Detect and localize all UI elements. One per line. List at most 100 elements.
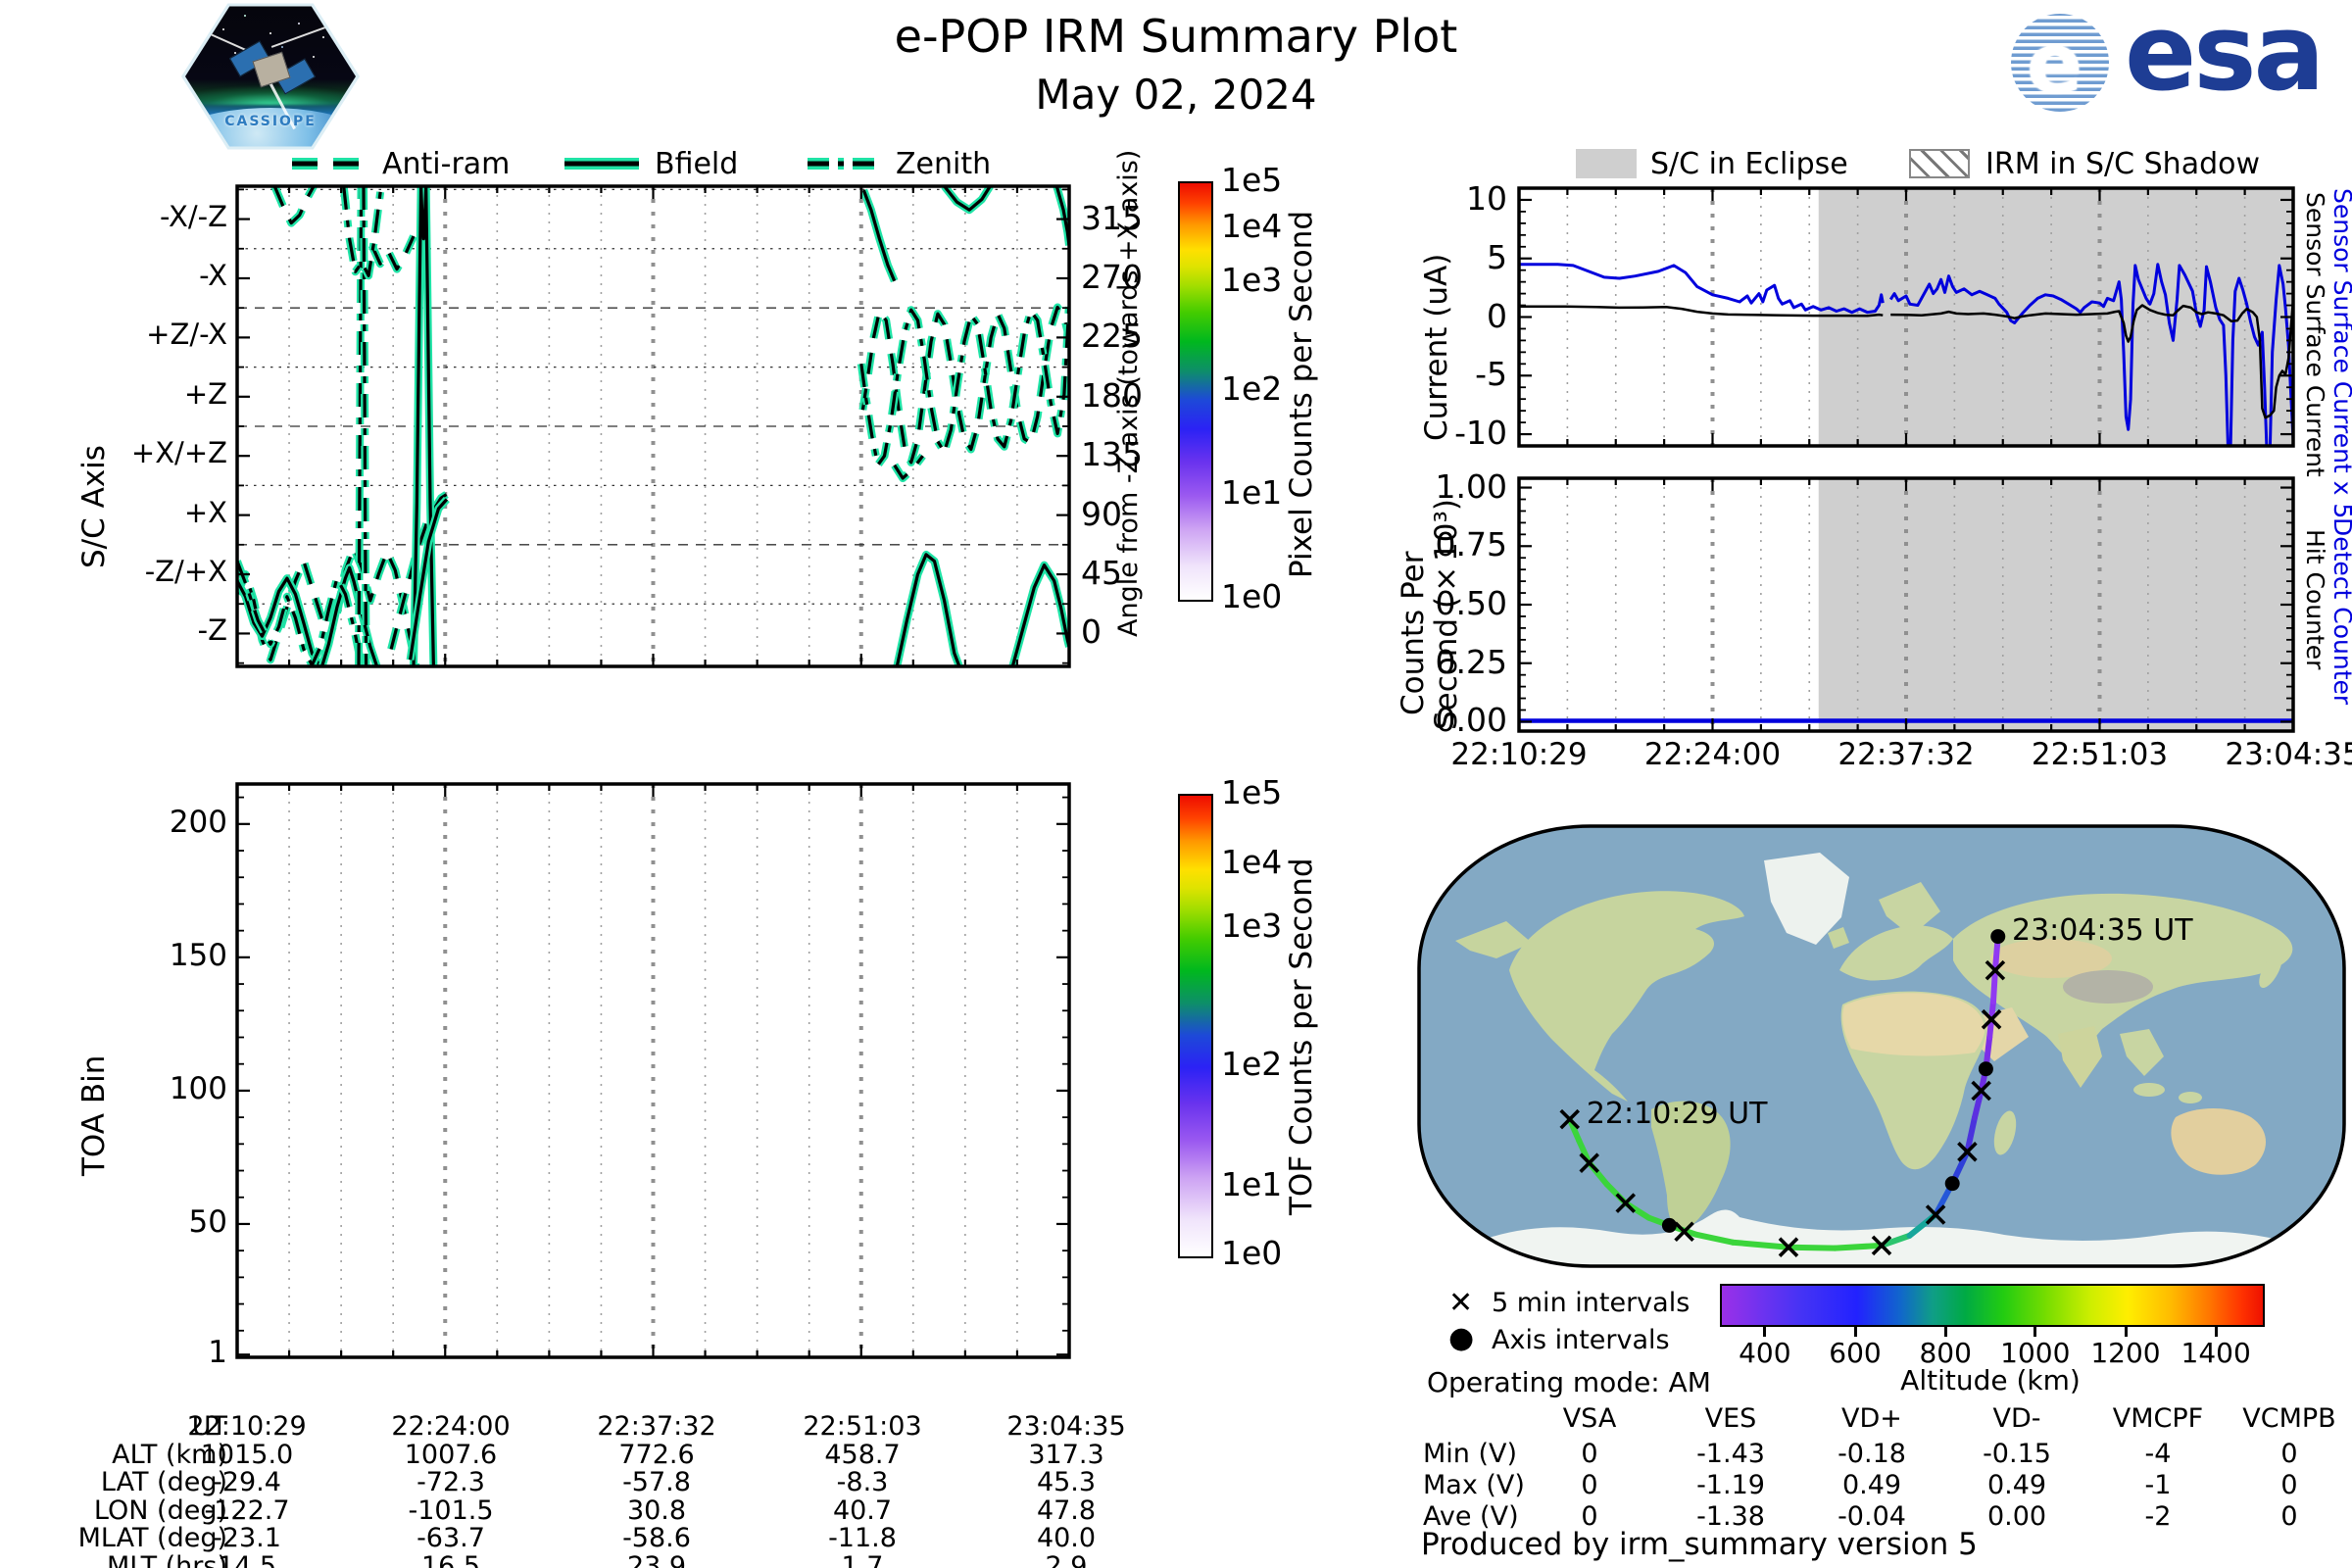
ephemeris-cell: 23.9 bbox=[626, 1550, 687, 1568]
ephemeris-cell: -57.8 bbox=[622, 1467, 691, 1497]
alt-cbar-tick-label: 1400 bbox=[2180, 1337, 2251, 1369]
tof-colorbar bbox=[1178, 794, 1213, 1258]
ephemeris-cell: -23.1 bbox=[213, 1523, 281, 1553]
voltage-col-header: VMCPF bbox=[2112, 1403, 2204, 1434]
time-tick-label: 23:04:35 bbox=[2225, 737, 2352, 772]
alt-cbar-tickmark bbox=[2214, 1325, 2218, 1337]
sc-axis-tick-label: -X/-Z bbox=[160, 199, 227, 233]
page-title: e-POP IRM Summary Plot bbox=[894, 10, 1458, 63]
ephemeris-cell: 22:10:29 bbox=[187, 1411, 307, 1442]
ephemeris-cell: 40.0 bbox=[1036, 1523, 1097, 1553]
tof-colorbar-label: TOF Counts per Second bbox=[1284, 858, 1319, 1215]
counts-tick-label: 0.00 bbox=[1435, 701, 1507, 740]
eclipse-swatch-icon bbox=[1576, 149, 1637, 178]
angle-tick-label: 270 bbox=[1081, 257, 1143, 296]
alt-cbar-tickmark bbox=[1853, 1325, 1857, 1337]
voltage-cell: 0 bbox=[1581, 1470, 1598, 1500]
alt-cbar-tickmark bbox=[1943, 1325, 1947, 1337]
ephemeris-cell: -8.3 bbox=[836, 1467, 889, 1497]
voltage-cell: -1.19 bbox=[1696, 1470, 1765, 1500]
alt-cbar-tick-label: 600 bbox=[1829, 1337, 1882, 1369]
patch-cassiope-label: CASSIOPE bbox=[224, 113, 317, 129]
pixel-cbar-tick: 1e5 bbox=[1221, 161, 1283, 199]
x-marker-label: 5 min intervals bbox=[1492, 1288, 1690, 1318]
voltage-cell: -1 bbox=[2144, 1470, 2172, 1500]
tof-cbar-tick: 1e0 bbox=[1221, 1234, 1283, 1272]
toa-ylabel: TOA Bin bbox=[76, 1054, 112, 1176]
ephemeris-row-label: MLT (hrs) bbox=[106, 1550, 227, 1568]
sc-axis-tick-label: -Z/+X bbox=[144, 555, 227, 589]
toa-tick-label: 200 bbox=[169, 804, 227, 840]
angle-tick-label: 90 bbox=[1081, 494, 1122, 533]
ephemeris-cell: 2.9 bbox=[1045, 1550, 1088, 1568]
current-tick-label: -10 bbox=[1454, 414, 1507, 453]
angle-tick-label: 0 bbox=[1081, 612, 1102, 652]
voltage-col-header: VES bbox=[1704, 1403, 1757, 1434]
pixel-cbar-tick: 1e2 bbox=[1221, 368, 1283, 408]
voltage-cell: -1.38 bbox=[1696, 1501, 1765, 1532]
voltage-cell: 0 bbox=[1581, 1501, 1598, 1532]
sc-axis-tick-label: -Z bbox=[197, 613, 227, 648]
ephemeris-cell: -29.4 bbox=[213, 1467, 281, 1497]
counts-right-label-black: Hit Counter bbox=[2301, 529, 2329, 670]
eclipse-legend-label: S/C in Eclipse bbox=[1650, 147, 1848, 181]
antiram-legend-line-icon bbox=[292, 158, 367, 170]
ephemeris-cell: 458.7 bbox=[824, 1439, 901, 1470]
current-tick-label: 5 bbox=[1487, 237, 1507, 276]
current-plot bbox=[1517, 186, 2295, 448]
cassiope-mission-patch-icon: CASSIOPE bbox=[181, 3, 360, 150]
tof-cbar-tick: 1e2 bbox=[1221, 1045, 1283, 1084]
voltage-col-header: VSA bbox=[1562, 1403, 1617, 1434]
alt-cbar-tick-label: 800 bbox=[1919, 1337, 1972, 1369]
toa-bin-plot bbox=[235, 782, 1071, 1359]
time-tick-label: 22:37:32 bbox=[1838, 737, 1975, 772]
time-tick-label: 22:51:03 bbox=[2031, 737, 2169, 772]
sc-axis-tick-label: -X bbox=[199, 258, 227, 292]
ephemeris-row-label: UT bbox=[191, 1411, 227, 1442]
voltage-cell: 0 bbox=[2280, 1439, 2298, 1469]
ephemeris-cell: 14.5 bbox=[217, 1550, 277, 1568]
bfield-legend-line-icon bbox=[564, 158, 639, 170]
ephemeris-cell: -58.6 bbox=[622, 1523, 691, 1553]
toa-tick-label: 150 bbox=[169, 937, 227, 973]
voltage-cell: -1.43 bbox=[1696, 1439, 1765, 1469]
pixel-colorbar bbox=[1178, 181, 1213, 602]
counts-tick-label: 0.50 bbox=[1435, 584, 1507, 622]
pixel-colorbar-label: Pixel Counts per Second bbox=[1284, 210, 1319, 578]
voltage-cell: 0 bbox=[2280, 1501, 2298, 1532]
angle-tick-label: 135 bbox=[1081, 435, 1143, 474]
angle-tick-label: 225 bbox=[1081, 317, 1143, 356]
ephemeris-cell: -63.7 bbox=[416, 1523, 485, 1553]
voltage-cell: -0.04 bbox=[1838, 1501, 1906, 1532]
pixel-cbar-tick: 1e4 bbox=[1221, 206, 1283, 245]
ephemeris-cell: 40.7 bbox=[832, 1494, 893, 1526]
voltage-cell: 0.49 bbox=[1841, 1470, 1902, 1500]
ephemeris-cell: 22:37:32 bbox=[597, 1411, 716, 1442]
x-marker-icon: ✕ bbox=[1448, 1286, 1474, 1320]
ephemeris-cell: -11.8 bbox=[828, 1523, 897, 1553]
bfield-legend-label: Bfield bbox=[655, 147, 739, 181]
sc-axis-tick-label: +Z bbox=[183, 376, 227, 411]
voltage-col-header: VCMPB bbox=[2242, 1403, 2336, 1434]
voltage-cell: 0.00 bbox=[1986, 1501, 2047, 1532]
voltage-cell: -0.18 bbox=[1838, 1439, 1906, 1469]
voltage-col-header: VD+ bbox=[1841, 1403, 1902, 1434]
pixel-cbar-tick: 1e3 bbox=[1221, 261, 1283, 299]
toa-tick-label: 1 bbox=[208, 1335, 227, 1371]
ephemeris-row-label: ALT (km) bbox=[112, 1439, 227, 1470]
alt-cbar-tick-label: 1200 bbox=[2090, 1337, 2161, 1369]
ephemeris-cell: 317.3 bbox=[1028, 1439, 1104, 1470]
counts-plot bbox=[1517, 476, 2295, 733]
operating-mode: Operating mode: AM bbox=[1427, 1366, 1711, 1398]
ephemeris-cell: 30.8 bbox=[626, 1494, 687, 1526]
counts-tick-label: 0.75 bbox=[1435, 525, 1507, 564]
tof-cbar-tick: 1e3 bbox=[1221, 906, 1283, 946]
shadow-legend-label: IRM in S/C Shadow bbox=[1985, 147, 2261, 181]
sc-axis-plot bbox=[235, 184, 1071, 668]
esa-globe-icon: e bbox=[2011, 14, 2109, 112]
map-start-annotation: 22:10:29 UT bbox=[1587, 1097, 1768, 1131]
alt-cbar-tickmark bbox=[1763, 1325, 1767, 1337]
toa-tick-label: 50 bbox=[188, 1203, 227, 1240]
current-tick-label: 10 bbox=[1466, 178, 1507, 218]
